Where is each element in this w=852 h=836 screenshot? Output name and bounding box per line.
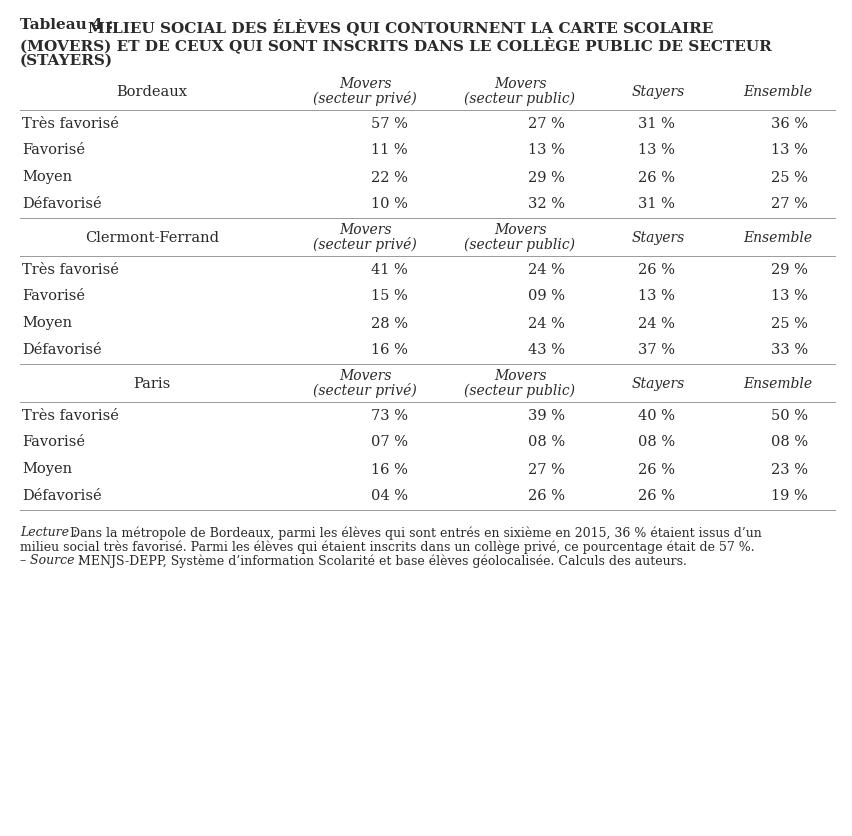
Text: Favorisé: Favorisé [22,144,85,157]
Text: 33 %: 33 % [770,344,807,358]
Text: Défavorisé: Défavorisé [22,197,101,212]
Text: 13 %: 13 % [637,144,674,157]
Text: MILIEU SOCIAL DES ÉLÈVES QUI CONTOURNENT LA CARTE SCOLAIRE: MILIEU SOCIAL DES ÉLÈVES QUI CONTOURNENT… [88,18,712,35]
Text: 41 %: 41 % [371,263,407,277]
Text: Source :: Source : [30,554,83,567]
Text: 13 %: 13 % [770,144,807,157]
Text: Très favorisé: Très favorisé [22,263,118,277]
Text: 31 %: 31 % [637,116,674,130]
Text: –: – [20,554,30,567]
Text: Défavorisé: Défavorisé [22,490,101,503]
Text: Movers: Movers [493,77,545,91]
Text: 29 %: 29 % [770,263,807,277]
Text: Moyen: Moyen [22,171,72,185]
Text: Stayers: Stayers [630,377,684,391]
Text: Lecture :: Lecture : [20,526,78,539]
Text: 26 %: 26 % [637,490,674,503]
Text: Clermont-Ferrand: Clermont-Ferrand [85,231,219,245]
Text: (secteur public): (secteur public) [464,384,575,398]
Text: 08 %: 08 % [527,436,564,450]
Text: 13 %: 13 % [637,289,674,303]
Text: 15 %: 15 % [371,289,407,303]
Text: Ensemble: Ensemble [743,231,812,245]
Text: 23 %: 23 % [770,462,807,477]
Text: 39 %: 39 % [527,409,564,422]
Text: 31 %: 31 % [637,197,674,212]
Text: 25 %: 25 % [770,317,807,330]
Text: 32 %: 32 % [527,197,564,212]
Text: Movers: Movers [493,223,545,237]
Text: Stayers: Stayers [630,231,684,245]
Text: 27 %: 27 % [527,462,564,477]
Text: 27 %: 27 % [527,116,564,130]
Text: 43 %: 43 % [527,344,564,358]
Text: 16 %: 16 % [371,344,407,358]
Text: 19 %: 19 % [770,490,807,503]
Text: Favorisé: Favorisé [22,436,85,450]
Text: Movers: Movers [338,223,391,237]
Text: Très favorisé: Très favorisé [22,116,118,130]
Text: 04 %: 04 % [371,490,407,503]
Text: 25 %: 25 % [770,171,807,185]
Text: (MOVERS) ET DE CEUX QUI SONT INSCRITS DANS LE COLLÈGE PUBLIC DE SECTEUR: (MOVERS) ET DE CEUX QUI SONT INSCRITS DA… [20,36,771,53]
Text: 07 %: 07 % [371,436,407,450]
Text: Ensemble: Ensemble [743,85,812,99]
Text: (secteur public): (secteur public) [464,92,575,106]
Text: Movers: Movers [493,369,545,383]
Text: 40 %: 40 % [637,409,674,422]
Text: 24 %: 24 % [527,317,564,330]
Text: 09 %: 09 % [527,289,564,303]
Text: 26 %: 26 % [637,462,674,477]
Text: 24 %: 24 % [527,263,564,277]
Text: 50 %: 50 % [770,409,807,422]
Text: 28 %: 28 % [371,317,407,330]
Text: 08 %: 08 % [637,436,674,450]
Text: milieu social très favorisé. Parmi les élèves qui étaient inscrits dans un collè: milieu social très favorisé. Parmi les é… [20,540,754,553]
Text: (secteur privé): (secteur privé) [313,237,417,252]
Text: 13 %: 13 % [770,289,807,303]
Text: Movers: Movers [338,77,391,91]
Text: 10 %: 10 % [371,197,407,212]
Text: Défavorisé: Défavorisé [22,344,101,358]
Text: 26 %: 26 % [637,171,674,185]
Text: 29 %: 29 % [527,171,564,185]
Text: 11 %: 11 % [371,144,407,157]
Text: 27 %: 27 % [770,197,807,212]
Text: 16 %: 16 % [371,462,407,477]
Text: (secteur privé): (secteur privé) [313,384,417,399]
Text: Tableau 4 :: Tableau 4 : [20,18,118,32]
Text: 08 %: 08 % [770,436,807,450]
Text: 57 %: 57 % [371,116,407,130]
Text: Très favorisé: Très favorisé [22,409,118,422]
Text: 24 %: 24 % [637,317,674,330]
Text: 36 %: 36 % [770,116,807,130]
Text: Favorisé: Favorisé [22,289,85,303]
Text: 26 %: 26 % [637,263,674,277]
Text: Stayers: Stayers [630,85,684,99]
Text: MENJS-DEPP, Système d’information Scolarité et base élèves géolocalisée. Calculs: MENJS-DEPP, Système d’information Scolar… [74,554,686,568]
Text: 26 %: 26 % [527,490,564,503]
Text: Bordeaux: Bordeaux [117,85,187,99]
Text: Dans la métropole de Bordeaux, parmi les élèves qui sont entrés en sixième en 20: Dans la métropole de Bordeaux, parmi les… [66,526,761,539]
Text: Paris: Paris [133,377,170,391]
Text: Moyen: Moyen [22,462,72,477]
Text: (secteur public): (secteur public) [464,237,575,252]
Text: (STAYERS): (STAYERS) [20,54,113,68]
Text: Ensemble: Ensemble [743,377,812,391]
Text: Moyen: Moyen [22,317,72,330]
Text: 37 %: 37 % [637,344,674,358]
Text: 13 %: 13 % [527,144,564,157]
Text: 22 %: 22 % [371,171,407,185]
Text: (secteur privé): (secteur privé) [313,91,417,106]
Text: Movers: Movers [338,369,391,383]
Text: 73 %: 73 % [371,409,407,422]
